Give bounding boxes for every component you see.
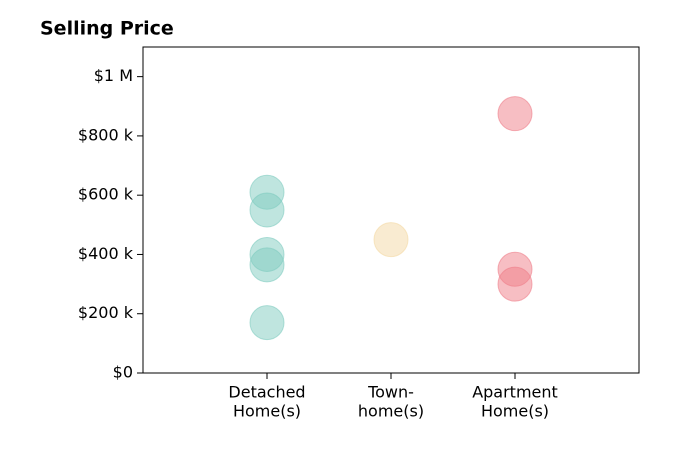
- y-tick-label: $1 M: [94, 66, 133, 85]
- point: [249, 192, 285, 228]
- point: [497, 96, 533, 132]
- x-tick-label: Apartment: [472, 383, 558, 402]
- y-tick-label: $200 k: [78, 303, 134, 322]
- x-tick-label: home(s): [358, 402, 424, 421]
- y-tick-label: $800 k: [78, 125, 134, 144]
- x-tick-label: Home(s): [481, 402, 549, 421]
- y-tick-label: $600 k: [78, 185, 134, 204]
- point: [373, 222, 409, 258]
- y-tick-label: $400 k: [78, 244, 134, 263]
- x-tick-label: Detached: [228, 383, 305, 402]
- point: [249, 305, 285, 341]
- x-tick-label: Town-: [367, 383, 414, 402]
- point: [497, 266, 533, 302]
- y-tick-label: $0: [113, 363, 133, 382]
- chart-title: Selling Price: [40, 18, 174, 40]
- plot-frame: [142, 46, 640, 374]
- point: [249, 247, 285, 283]
- x-tick-label: Home(s): [233, 402, 301, 421]
